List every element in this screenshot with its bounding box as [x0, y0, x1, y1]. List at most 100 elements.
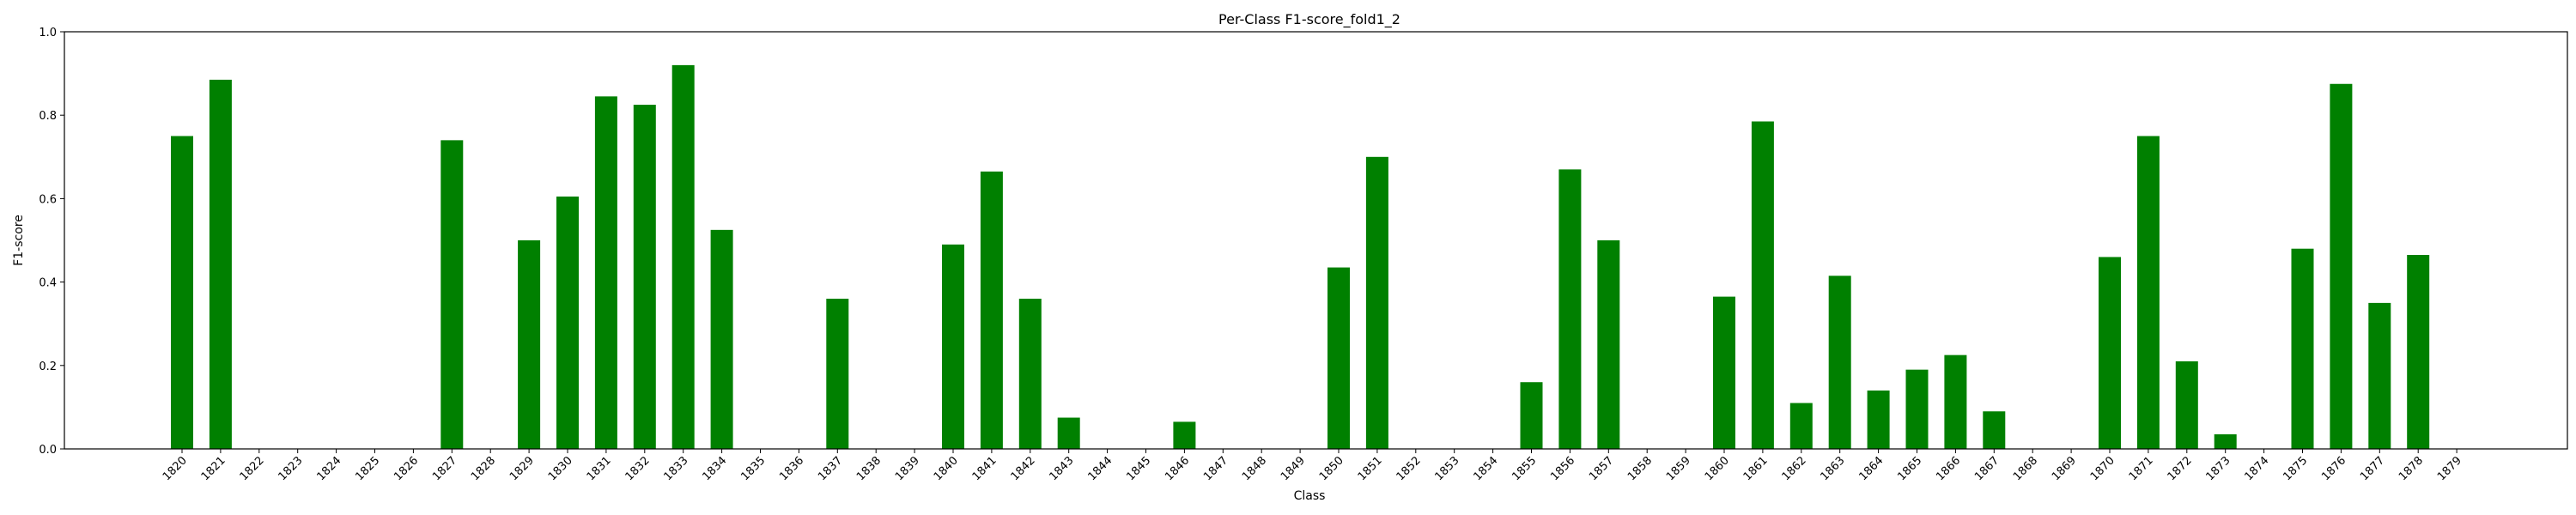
- x-tick-label-1854: 1854: [1471, 454, 1500, 483]
- x-tick-label-1857: 1857: [1587, 454, 1616, 483]
- x-tick-label-1876: 1876: [2319, 454, 2348, 483]
- bar-1846: [1173, 421, 1196, 449]
- x-tick-label-1832: 1832: [623, 454, 653, 483]
- x-tick-label-1873: 1873: [2204, 454, 2233, 483]
- x-tick-label-1840: 1840: [932, 454, 961, 483]
- x-tick-label-1831: 1831: [585, 454, 614, 483]
- bar-1829: [518, 240, 541, 449]
- bar-1843: [1057, 417, 1080, 449]
- bar-1821: [209, 79, 232, 449]
- x-tick-label-1848: 1848: [1240, 454, 1269, 483]
- x-tick-label-1856: 1856: [1548, 454, 1577, 483]
- bars-group: [171, 64, 2430, 450]
- x-tick-label-1835: 1835: [738, 454, 768, 483]
- x-tick-label-1867: 1867: [1972, 454, 2002, 483]
- x-tick-label-1820: 1820: [161, 454, 190, 483]
- bar-1861: [1751, 121, 1774, 450]
- x-tick-label-1824: 1824: [314, 454, 343, 483]
- x-tick-label-1874: 1874: [2242, 454, 2271, 483]
- bar-1863: [1828, 276, 1851, 449]
- bar-1830: [556, 196, 579, 449]
- x-tick-label-1852: 1852: [1394, 454, 1424, 483]
- x-tick-label-1875: 1875: [2281, 454, 2310, 483]
- bar-1833: [671, 64, 695, 449]
- x-tick-label-1877: 1877: [2358, 454, 2387, 483]
- x-tick-label-1833: 1833: [662, 454, 691, 483]
- x-tick-label-1839: 1839: [893, 454, 922, 483]
- bar-1873: [2214, 433, 2237, 449]
- bar-1875: [2291, 248, 2314, 449]
- x-tick-label-1846: 1846: [1163, 454, 1192, 483]
- bar-1831: [594, 96, 617, 449]
- x-tick-label-1826: 1826: [392, 454, 421, 483]
- x-axis: 1820 1821 1822 1823 1824 1825 1826 1827 1828 1829…: [161, 449, 2464, 483]
- bar-1850: [1327, 267, 1350, 449]
- x-tick-label-1859: 1859: [1664, 454, 1693, 483]
- bar-1827: [440, 140, 464, 450]
- x-tick-label-1844: 1844: [1085, 454, 1115, 483]
- x-tick-label-1823: 1823: [276, 454, 306, 483]
- bar-1834: [710, 229, 733, 449]
- y-tick-label-0.2: 0.2: [39, 360, 57, 373]
- x-tick-label-1847: 1847: [1201, 454, 1230, 483]
- bar-1837: [826, 299, 849, 449]
- x-tick-label-1862: 1862: [1780, 454, 1809, 483]
- bar-1842: [1018, 299, 1042, 449]
- bar-1878: [2407, 255, 2430, 449]
- y-tick-label-1.0: 1.0: [39, 27, 57, 39]
- x-tick-label-1829: 1829: [507, 454, 537, 483]
- x-tick-label-1855: 1855: [1510, 454, 1539, 483]
- x-tick-label-1861: 1861: [1741, 454, 1771, 483]
- bar-1865: [1905, 369, 1929, 449]
- x-tick-label-1866: 1866: [1934, 454, 1963, 483]
- bar-1866: [1944, 354, 1967, 449]
- x-tick-label-1838: 1838: [854, 454, 884, 483]
- bar-1820: [171, 136, 193, 449]
- bar-1876: [2330, 83, 2353, 449]
- x-tick-label-1858: 1858: [1625, 454, 1655, 483]
- x-tick-label-1849: 1849: [1279, 454, 1308, 483]
- x-tick-label-1827: 1827: [430, 454, 459, 483]
- bar-1860: [1713, 296, 1735, 449]
- x-tick-label-1842: 1842: [1009, 454, 1038, 483]
- x-tick-label-1853: 1853: [1433, 454, 1462, 483]
- bar-1851: [1365, 156, 1388, 450]
- bar-1870: [2099, 257, 2121, 449]
- bar-1841: [980, 171, 1003, 449]
- chart-title: Per-Class F1-score_fold1_2: [1218, 11, 1400, 28]
- x-tick-label-1872: 1872: [2166, 454, 2195, 483]
- bar-1864: [1867, 390, 1890, 449]
- bar-1840: [942, 244, 964, 449]
- x-tick-label-1841: 1841: [970, 454, 999, 483]
- y-tick-label-0.0: 0.0: [39, 444, 57, 457]
- bar-1857: [1597, 240, 1620, 449]
- x-tick-label-1869: 1869: [2050, 454, 2079, 483]
- x-tick-label-1851: 1851: [1356, 454, 1385, 483]
- x-tick-label-1845: 1845: [1124, 454, 1153, 483]
- x-tick-label-1834: 1834: [700, 454, 729, 483]
- bar-1832: [633, 105, 656, 450]
- x-tick-label-1863: 1863: [1819, 454, 1848, 483]
- bar-1872: [2175, 360, 2198, 449]
- y-tick-label-0.4: 0.4: [39, 277, 57, 290]
- x-tick-label-1865: 1865: [1895, 454, 1924, 483]
- x-tick-label-1837: 1837: [816, 454, 845, 483]
- y-axis: 0.0 0.2 0.4 0.6 0.8 1.0: [39, 27, 64, 457]
- bar-1871: [2136, 136, 2160, 449]
- x-tick-label-1822: 1822: [238, 454, 267, 483]
- x-tick-label-1828: 1828: [469, 454, 498, 483]
- x-tick-label-1821: 1821: [199, 454, 228, 483]
- bar-1862: [1789, 403, 1813, 449]
- x-tick-label-1830: 1830: [546, 454, 575, 483]
- y-tick-label-0.6: 0.6: [39, 193, 57, 206]
- x-tick-label-1868: 1868: [2011, 454, 2040, 483]
- bar-1877: [2368, 302, 2391, 449]
- x-tick-label-1850: 1850: [1317, 454, 1346, 483]
- x-tick-label-1879: 1879: [2435, 454, 2464, 483]
- bar-1867: [1983, 411, 2006, 449]
- x-tick-label-1864: 1864: [1856, 454, 1886, 483]
- x-tick-label-1836: 1836: [777, 454, 806, 483]
- x-tick-label-1871: 1871: [2127, 454, 2156, 483]
- x-tick-label-1870: 1870: [2088, 454, 2117, 483]
